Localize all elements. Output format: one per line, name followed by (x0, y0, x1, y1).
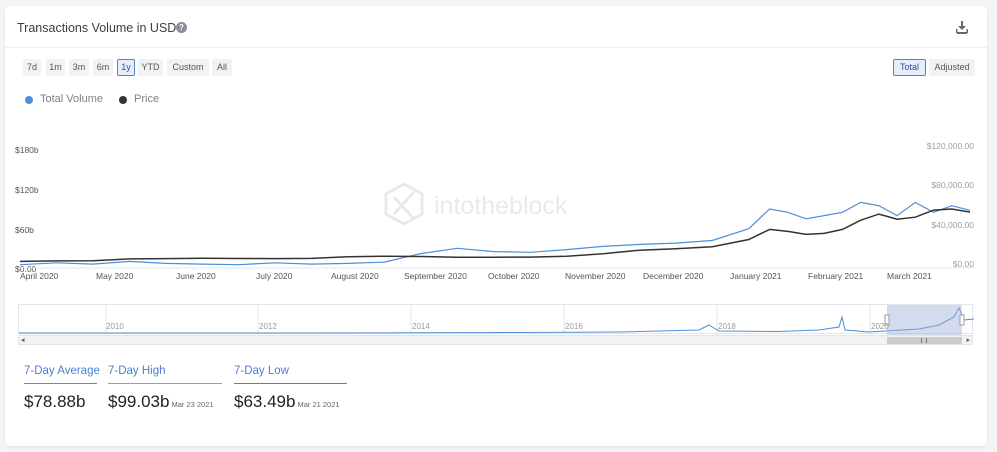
legend-price[interactable]: Price (134, 93, 160, 105)
x-axis-tick: April 2020 (20, 271, 59, 281)
left-axis-tick: $120b (15, 185, 39, 195)
download-icon[interactable] (954, 19, 970, 35)
navigator-tick: 2016 (565, 322, 583, 331)
range-6m-button[interactable]: 6m (93, 59, 113, 76)
scroll-right-arrow[interactable]: ▸ (966, 337, 970, 344)
x-axis-tick: February 2021 (808, 271, 864, 281)
stat-low-value: $63.49b Mar 21 2021 (234, 392, 340, 411)
x-axis-tick: January 2021 (730, 271, 782, 281)
total-volume-series[interactable] (19, 201, 971, 266)
navigator[interactable]: 2010 2012 2014 2016 2018 2020 (18, 304, 974, 335)
navigator-tick: 2014 (412, 322, 430, 331)
x-axis-tick: July 2020 (256, 271, 293, 281)
scroll-left-arrow[interactable]: ◂ (21, 337, 25, 344)
stat-low-underline (234, 383, 347, 384)
stat-high-label: 7-Day High (108, 365, 166, 377)
legend-volume[interactable]: Total Volume (40, 93, 103, 105)
stat-average-underline (24, 383, 97, 384)
stat-high-underline (108, 383, 222, 384)
x-axis-tick: October 2020 (488, 271, 540, 281)
left-axis-tick: $60b (15, 225, 34, 235)
right-axis-tick: $120,000.00 (926, 141, 974, 151)
range-all-button[interactable]: All (212, 59, 232, 76)
stat-high-date: Mar 23 2021 (171, 400, 214, 409)
stat-low-label: 7-Day Low (234, 365, 289, 377)
mode-adjusted-button[interactable]: Adjusted (929, 59, 975, 76)
right-axis-tick: $80,000.00 (931, 180, 974, 190)
right-axis-tick: $0.00 (952, 259, 974, 269)
scrollbar-thumb[interactable] (887, 337, 962, 344)
x-axis-tick: November 2020 (565, 271, 626, 281)
navigator-chart (19, 305, 974, 335)
x-axis-tick: June 2020 (176, 271, 216, 281)
main-chart[interactable]: intotheblock (0, 0, 997, 300)
left-axis-tick: $180b (15, 145, 39, 155)
stat-high-value: $99.03b Mar 23 2021 (108, 392, 214, 411)
left-axis-tick: $0.00 (15, 264, 37, 274)
range-1m-button[interactable]: 1m (46, 59, 65, 76)
watermark-text: intotheblock (434, 192, 568, 220)
x-axis-tick: December 2020 (643, 271, 704, 281)
navigator-scrollbar[interactable]: ◂ ▸ (18, 335, 973, 345)
chart-card: Transactions Volume in USD ? (5, 6, 987, 446)
navigator-tick: 2010 (106, 322, 124, 331)
chart-title: Transactions Volume in USD (17, 21, 177, 35)
range-3m-button[interactable]: 3m (69, 59, 89, 76)
legend-price-marker (119, 96, 127, 104)
range-1y-button[interactable]: 1y (117, 59, 135, 76)
navigator-tick: 2020 (871, 322, 889, 331)
scrollbar-grip-icon (921, 338, 927, 343)
x-axis-tick: May 2020 (96, 271, 134, 281)
legend-volume-marker (25, 96, 33, 104)
right-axis-tick: $40,000.00 (931, 220, 974, 230)
range-custom-button[interactable]: Custom (167, 59, 209, 76)
stat-low-date: Mar 21 2021 (297, 400, 340, 409)
range-7d-button[interactable]: 7d (23, 59, 41, 76)
price-series[interactable] (19, 208, 971, 263)
stat-average-label: 7-Day Average (24, 365, 100, 377)
x-axis-tick: September 2020 (404, 271, 467, 281)
watermark-logo: intotheblock (384, 182, 568, 226)
card-header: Transactions Volume in USD ? (5, 6, 987, 48)
mode-total-button[interactable]: Total (893, 59, 926, 76)
x-axis-tick: March 2021 (887, 271, 932, 281)
navigator-tick: 2012 (259, 322, 277, 331)
help-icon[interactable]: ? (176, 22, 187, 33)
x-axis-tick: August 2020 (331, 271, 379, 281)
range-ytd-button[interactable]: YTD (138, 59, 163, 76)
stat-average-value: $78.88b (24, 392, 86, 411)
navigator-tick: 2018 (718, 322, 736, 331)
